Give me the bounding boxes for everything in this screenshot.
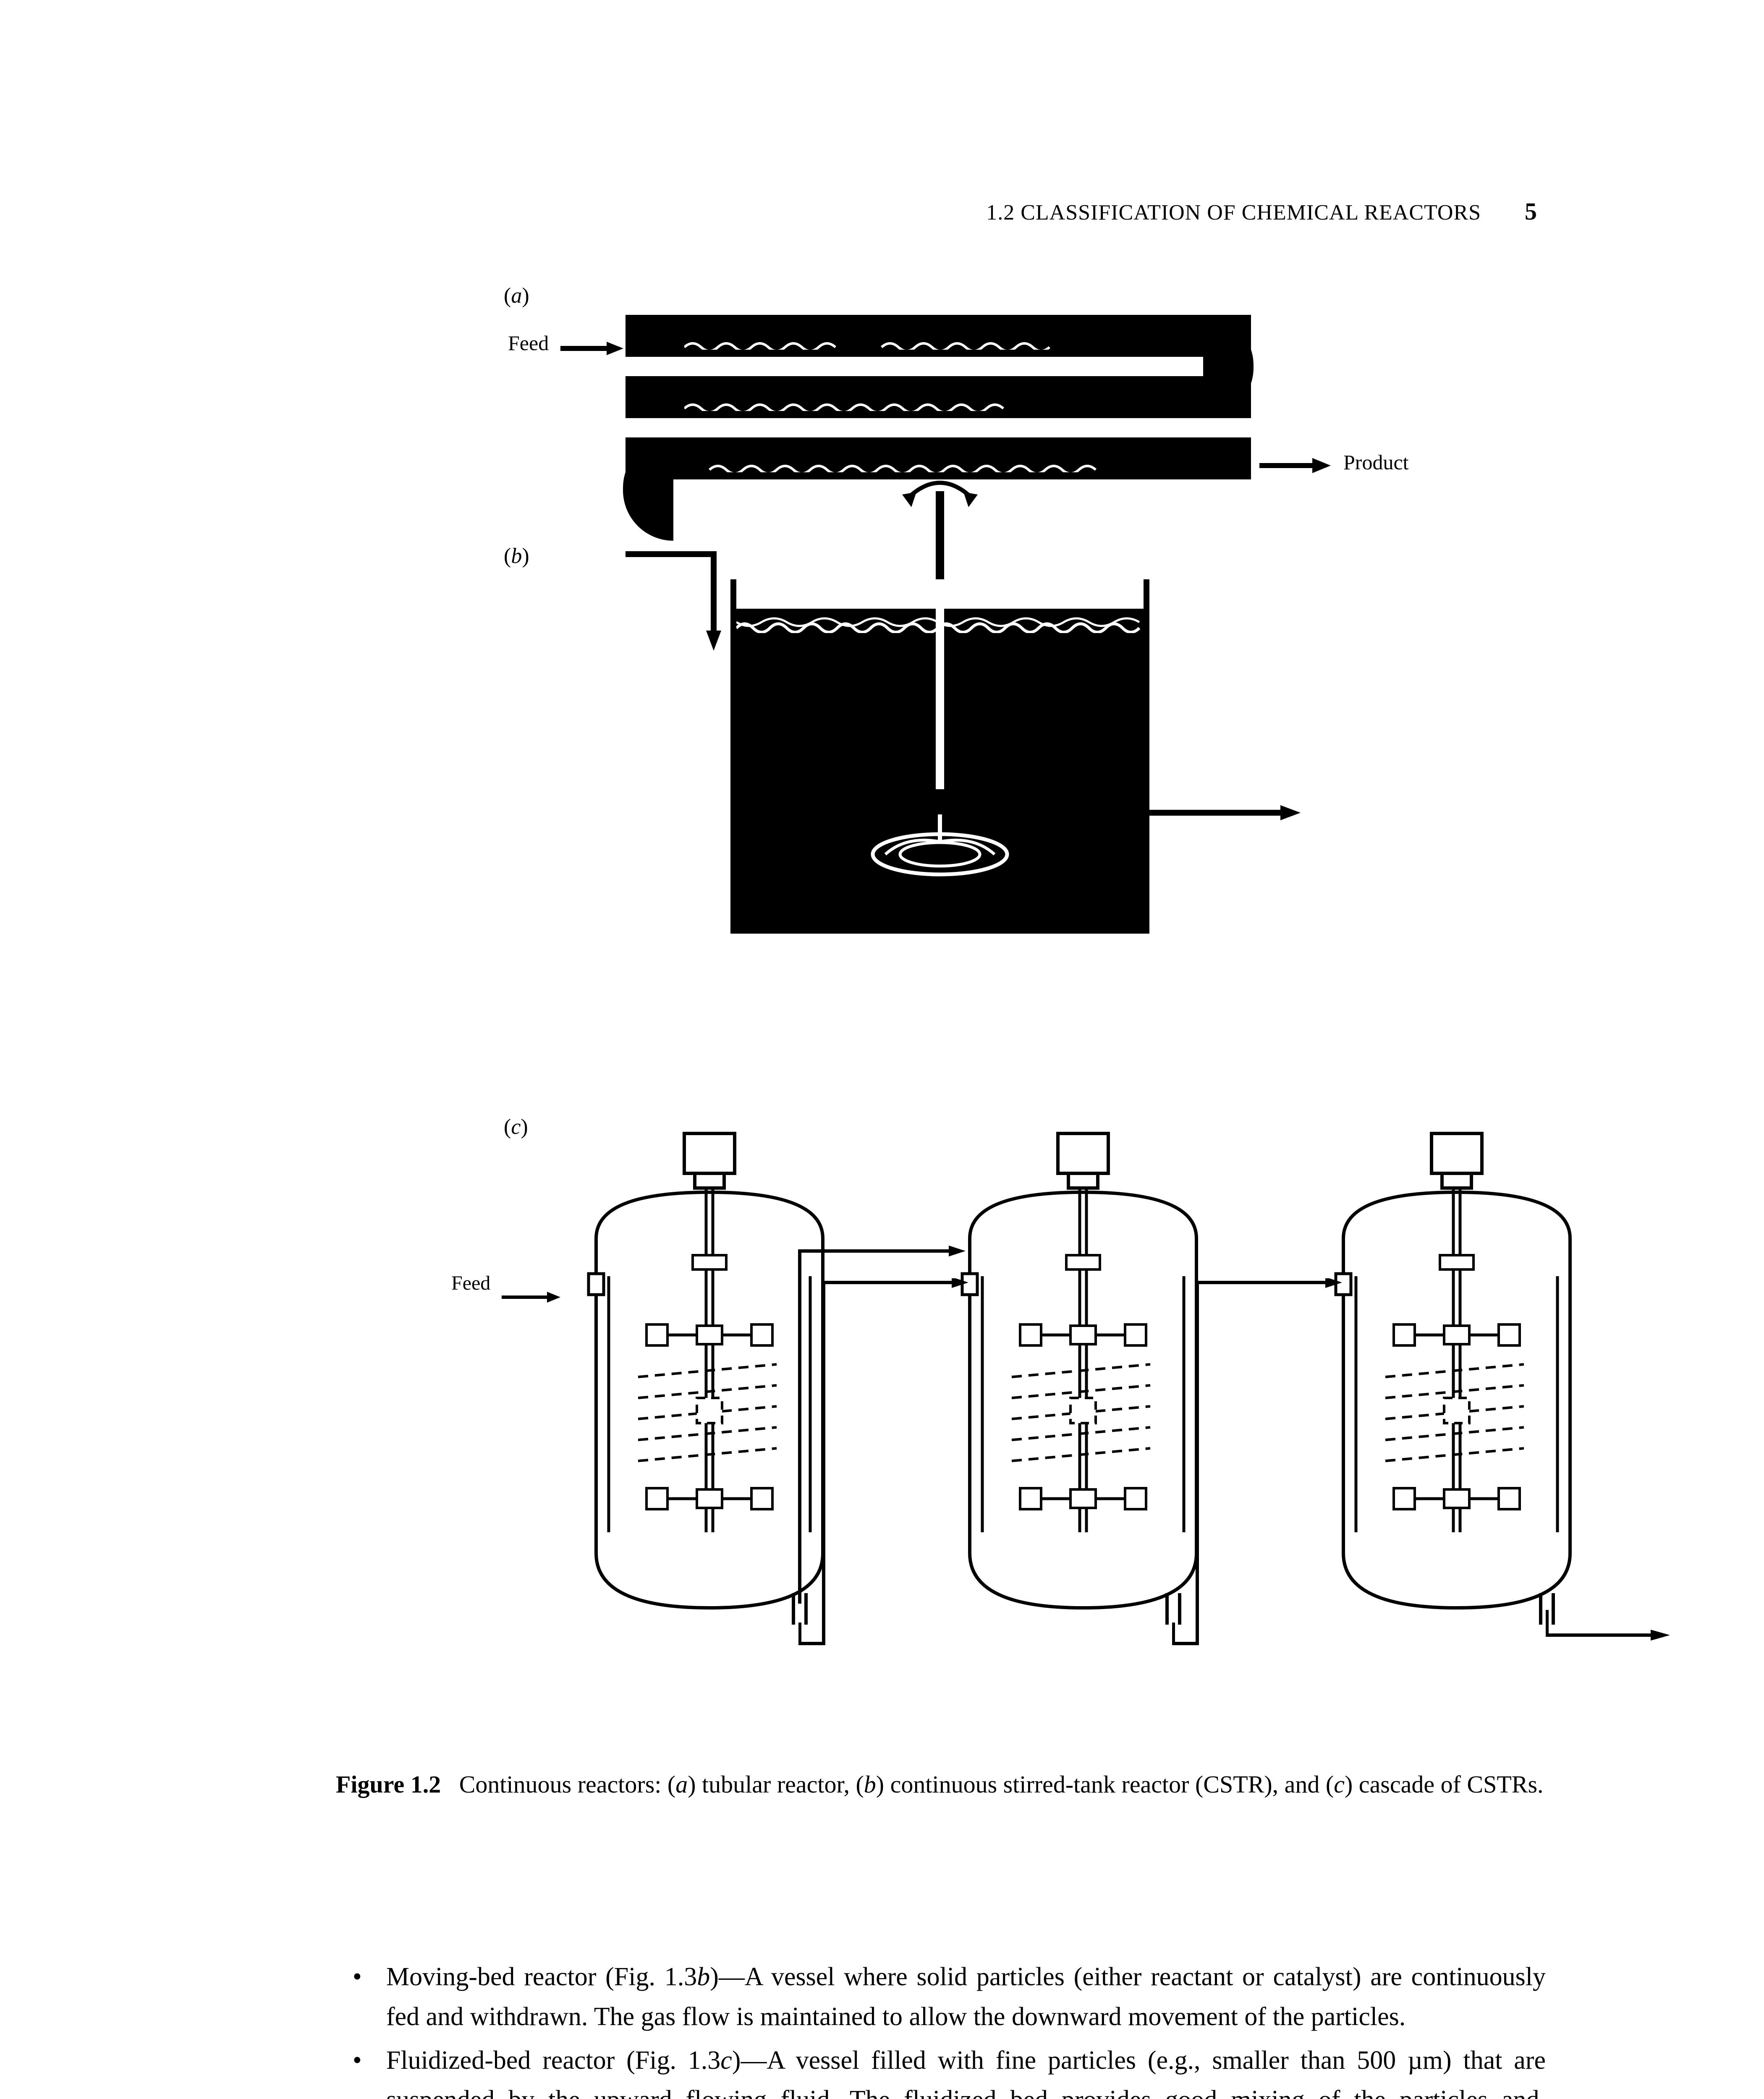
paren-close: ) — [521, 1115, 528, 1139]
panel-c-label: (c) — [504, 1112, 528, 1142]
running-head: 1.2 CLASSIFICATION OF CHEMICAL REACTORS … — [986, 195, 1537, 228]
body-text: Moving-bed reactor (Fig. 1.3b)—A vessel … — [336, 1957, 1546, 2099]
figure-caption-lead: Figure 1.2 — [336, 1771, 441, 1798]
cstr-diagram — [730, 579, 1149, 934]
feed-label-c: Feed — [451, 1270, 490, 1297]
cascade-outlet-arrow-icon — [1546, 1610, 1672, 1669]
outlet-arrow-icon — [1149, 798, 1301, 830]
paren-open: ( — [504, 544, 511, 568]
page: 1.2 CLASSIFICATION OF CHEMICAL REACTORS … — [0, 0, 1764, 2099]
caption-t4: ) cascade of CSTRs. — [1345, 1771, 1544, 1798]
paren-close: ) — [522, 544, 529, 568]
paren-open: ( — [504, 284, 511, 308]
panel-b-label: (b) — [504, 542, 529, 571]
caption-a: a — [675, 1771, 688, 1798]
caption-t2: ) tubular reactor, ( — [688, 1771, 864, 1798]
bullet-moving-bed: Moving-bed reactor (Fig. 1.3b)—A vessel … — [336, 1957, 1546, 2036]
panel-a-label: (a) — [504, 281, 529, 311]
figure-caption: Figure 1.2 Continuous reactors: (a) tubu… — [336, 1767, 1546, 1802]
impeller-icon — [869, 814, 1011, 877]
panel-letter-a: a — [511, 284, 522, 308]
feed-arrow-c-icon — [502, 1280, 560, 1312]
connector-pipe-1-2 — [798, 1278, 971, 1656]
paren-close: ) — [522, 284, 529, 308]
product-label-a: Product — [1343, 448, 1409, 477]
cascade-tank-3 — [1306, 1129, 1608, 1633]
cstr-vessel — [730, 579, 1149, 934]
caption-c: c — [1334, 1771, 1345, 1798]
cstr-liquid — [736, 609, 1144, 928]
feed-label-a: Feed — [508, 329, 549, 358]
caption-t1: Continuous reactors: ( — [459, 1771, 675, 1798]
b1-a: Moving-bed reactor (Fig. 1.3 — [386, 1963, 697, 1991]
panel-letter-b: b — [511, 544, 522, 568]
cstr-cascade-diagram: Feed — [542, 1129, 1633, 1671]
tube-pass-1 — [626, 315, 1251, 357]
caption-t3: ) continuous stirred-tank reactor (CSTR)… — [876, 1771, 1334, 1798]
feed-arrow-icon — [560, 332, 623, 365]
connector-pipe-2-3 — [1172, 1278, 1344, 1656]
bullet-fluidized-bed: Fluidized-bed reactor (Fig. 1.3c)—A vess… — [336, 2041, 1546, 2099]
shaft-in-liquid — [936, 609, 944, 789]
section-title: 1.2 CLASSIFICATION OF CHEMICAL REACTORS — [986, 201, 1481, 225]
b2-i: c — [720, 2046, 732, 2075]
panel-letter-c: c — [511, 1115, 521, 1139]
figure-1-2: (a) Feed — [395, 281, 1612, 1738]
paren-open: ( — [504, 1115, 511, 1139]
tube-pass-2 — [626, 376, 1251, 418]
b1-i: b — [697, 1963, 710, 1991]
caption-b: b — [864, 1771, 876, 1798]
page-number: 5 — [1525, 198, 1537, 225]
b2-a: Fluidized-bed reactor (Fig. 1.3 — [386, 2046, 720, 2075]
product-arrow-icon — [1259, 450, 1331, 483]
